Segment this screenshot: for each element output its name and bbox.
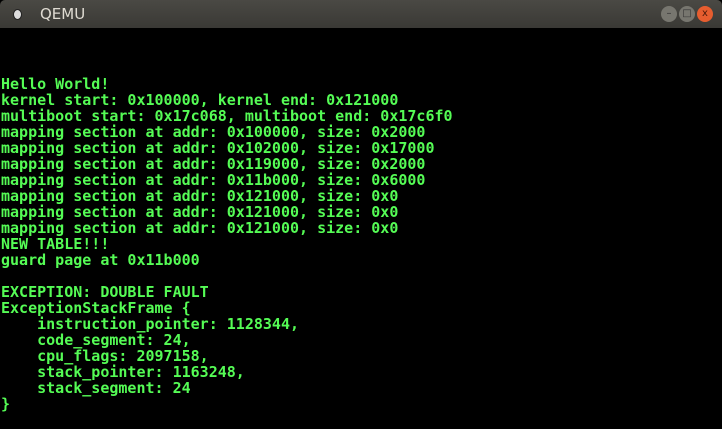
close-button[interactable]: x [697,6,713,22]
console-line: mapping section at addr: 0x100000, size:… [1,123,426,141]
console-line: cpu_flags: 2097158, [1,347,209,365]
vm-display[interactable]: Hello World! kernel start: 0x100000, kern… [0,28,722,429]
console-line: EXCEPTION: DOUBLE FAULT [1,283,209,301]
console-line: mapping section at addr: 0x121000, size:… [1,203,399,221]
title-bar[interactable]: QEMU – □ x [0,0,722,28]
console-line [1,268,453,284]
minimize-button[interactable]: – [661,6,677,22]
console-line: } [1,395,11,413]
window-title: QEMU [40,5,86,23]
console-line: NEW TABLE!!! [1,235,110,253]
console-line: kernel start: 0x100000, kernel end: 0x12… [1,91,399,109]
console-line: multiboot start: 0x17c068, multiboot end… [1,107,453,125]
console-line: mapping section at addr: 0x121000, size:… [1,219,399,237]
console-output: Hello World! kernel start: 0x100000, kern… [1,76,453,412]
console-line: ExceptionStackFrame { [1,299,191,317]
console-line: stack_segment: 24 [1,379,191,397]
maximize-button[interactable]: □ [679,6,695,22]
console-line: mapping section at addr: 0x121000, size:… [1,187,399,205]
console-line: mapping section at addr: 0x102000, size:… [1,139,435,157]
console-line: stack_pointer: 1163248, [1,363,245,381]
console-line: guard page at 0x11b000 [1,251,200,269]
console-line: mapping section at addr: 0x119000, size:… [1,155,426,173]
console-line: code_segment: 24, [1,331,191,349]
console-line: mapping section at addr: 0x11b000, size:… [1,171,426,189]
console-line: Hello World! [1,75,110,93]
console-line: instruction_pointer: 1128344, [1,315,300,333]
qemu-app-icon [13,9,22,20]
